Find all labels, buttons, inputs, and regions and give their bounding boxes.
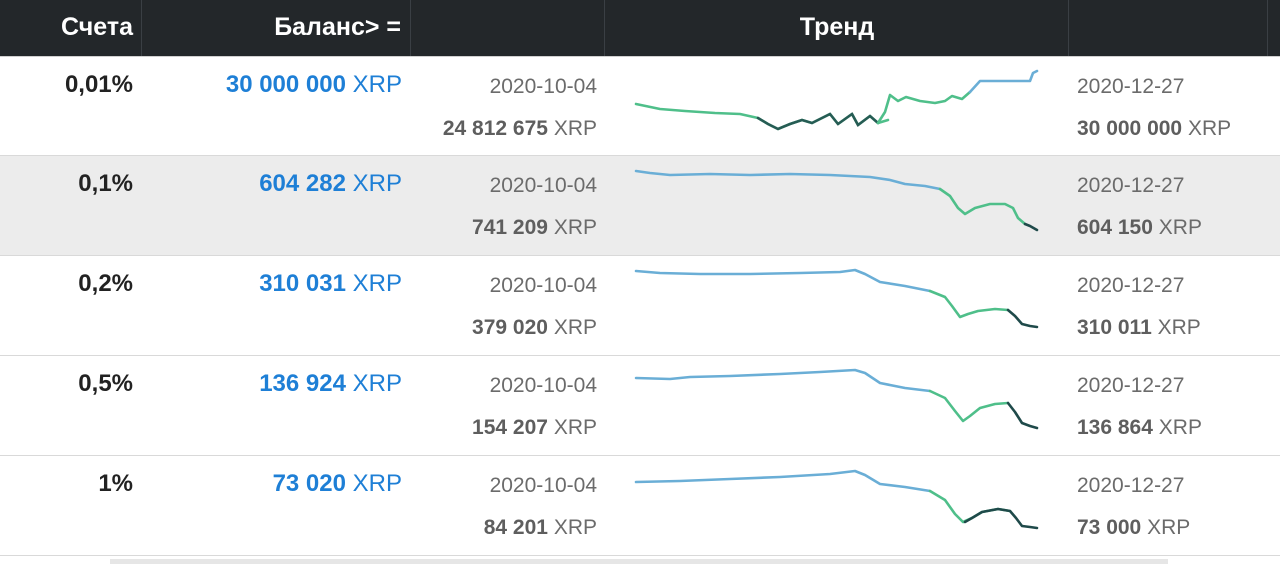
trend-start-value: 379 020 XRP bbox=[472, 316, 597, 339]
account-share-percent: 1% bbox=[98, 470, 133, 497]
trend-sparkline bbox=[634, 469, 1039, 530]
table-row[interactable]: 0,5% 136 924 XRP 2020-10-04 154 207 XRP … bbox=[0, 356, 1280, 456]
trend-start-date: 2020-10-04 bbox=[489, 474, 597, 497]
column-header-accounts[interactable]: Счета bbox=[61, 13, 133, 41]
trend-start-date: 2020-10-04 bbox=[489, 374, 597, 397]
balance-threshold[interactable]: 73 020 XRP bbox=[142, 470, 402, 498]
table-row[interactable]: 0,1% 604 282 XRP 2020-10-04 741 209 XRP … bbox=[0, 156, 1280, 256]
trend-start-value: 84 201 XRP bbox=[483, 516, 597, 539]
header-divider bbox=[1267, 0, 1268, 56]
trend-end-value: 30 000 000 XRP bbox=[1077, 117, 1232, 140]
account-share-percent: 0,1% bbox=[78, 170, 133, 197]
account-share-percent: 0,5% bbox=[78, 370, 133, 397]
balance-unit: XRP bbox=[352, 270, 402, 297]
table-row[interactable]: 0,2% 310 031 XRP 2020-10-04 379 020 XRP … bbox=[0, 256, 1280, 356]
header-divider bbox=[1068, 0, 1069, 56]
trend-start-date: 2020-10-04 bbox=[489, 174, 597, 197]
balance-value: 136 924 bbox=[259, 370, 346, 397]
balance-threshold[interactable]: 604 282 XRP bbox=[142, 170, 402, 198]
balance-unit: XRP bbox=[352, 370, 402, 397]
balance-value: 310 031 bbox=[259, 270, 346, 297]
column-header-trend: Тренд bbox=[799, 13, 875, 41]
balance-threshold[interactable]: 136 924 XRP bbox=[142, 370, 402, 398]
trend-end-date: 2020-12-27 bbox=[1077, 174, 1185, 197]
column-header-balance[interactable]: Баланс> = bbox=[274, 13, 401, 41]
account-share-percent: 0,2% bbox=[78, 270, 133, 297]
balance-unit: XRP bbox=[352, 470, 402, 497]
trend-start-value: 741 209 XRP bbox=[472, 216, 597, 239]
balance-value: 604 282 bbox=[259, 170, 346, 197]
balance-threshold[interactable]: 310 031 XRP bbox=[142, 270, 402, 298]
balance-value: 30 000 000 bbox=[225, 71, 346, 98]
balance-unit: XRP bbox=[352, 71, 402, 98]
trend-end-value: 604 150 XRP bbox=[1077, 216, 1202, 239]
trend-sparkline bbox=[634, 69, 1039, 131]
trend-end-value: 310 011 XRP bbox=[1077, 316, 1201, 339]
header-divider bbox=[604, 0, 605, 56]
trend-end-date: 2020-12-27 bbox=[1077, 374, 1185, 397]
table-row[interactable]: 1% 73 020 XRP 2020-10-04 84 201 XRP 2020… bbox=[0, 456, 1280, 556]
trend-start-value: 24 812 675 XRP bbox=[442, 117, 597, 140]
trend-sparkline bbox=[634, 169, 1039, 232]
trend-start-date: 2020-10-04 bbox=[489, 75, 597, 98]
trend-sparkline bbox=[634, 368, 1039, 430]
trend-start-value: 154 207 XRP bbox=[472, 416, 597, 439]
trend-end-value: 136 864 XRP bbox=[1077, 416, 1202, 439]
balance-value: 73 020 bbox=[272, 470, 346, 497]
trend-sparkline bbox=[634, 268, 1039, 329]
trend-end-date: 2020-12-27 bbox=[1077, 474, 1185, 497]
accounts-table-body: 0,01% 30 000 000 XRP 2020-10-04 24 812 6… bbox=[0, 56, 1280, 556]
header-divider bbox=[141, 0, 142, 56]
header-divider bbox=[410, 0, 411, 56]
trend-end-value: 73 000 XRP bbox=[1077, 516, 1191, 539]
trend-start-date: 2020-10-04 bbox=[489, 274, 597, 297]
balance-threshold[interactable]: 30 000 000 XRP bbox=[142, 71, 402, 99]
trend-end-date: 2020-12-27 bbox=[1077, 75, 1185, 98]
balance-unit: XRP bbox=[352, 170, 402, 197]
account-share-percent: 0,01% bbox=[64, 71, 133, 98]
table-header: Счета Баланс> = Тренд bbox=[0, 0, 1280, 56]
table-row[interactable]: 0,01% 30 000 000 XRP 2020-10-04 24 812 6… bbox=[0, 56, 1280, 156]
horizontal-scrollbar[interactable] bbox=[110, 559, 1168, 564]
trend-end-date: 2020-12-27 bbox=[1077, 274, 1185, 297]
